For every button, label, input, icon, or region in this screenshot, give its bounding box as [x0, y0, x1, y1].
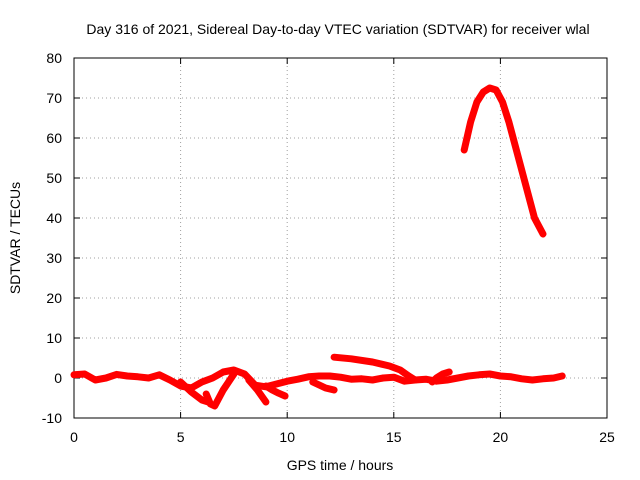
- series-line-dip-11h: [309, 378, 338, 394]
- x-tick-label: 25: [599, 429, 615, 445]
- y-tick-label: -10: [42, 410, 62, 426]
- y-tick-label: 60: [46, 130, 62, 146]
- series-line-dip-5h: [177, 378, 212, 406]
- x-tick-label: 15: [386, 429, 402, 445]
- series-line-bump-12h: [330, 353, 419, 384]
- series-line-dip-9h: [262, 382, 289, 400]
- y-axis-label: SDTVAR / TECUs: [7, 182, 23, 294]
- x-tick-label: 0: [70, 429, 78, 445]
- x-axis-label: GPS time / hours: [287, 457, 394, 473]
- series-line-main: [70, 366, 566, 392]
- series-line-dip-8h: [245, 376, 270, 406]
- data-series: [70, 84, 566, 410]
- series-line-dip-6h: [202, 370, 238, 410]
- axis-ticks: 0 5 10 15 20 25 -10 0 10 20 30 40 50 60 70 80: [42, 50, 615, 445]
- y-tick-label: 20: [46, 290, 62, 306]
- y-tick-label: 50: [46, 170, 62, 186]
- y-tick-label: 80: [46, 50, 62, 66]
- series-line-rise-17h: [428, 368, 453, 386]
- x-tick-label: 20: [493, 429, 509, 445]
- y-tick-label: 30: [46, 250, 62, 266]
- y-tick-label: 10: [46, 330, 62, 346]
- x-tick-label: 10: [279, 429, 295, 445]
- chart-title: Day 316 of 2021, Sidereal Day-to-day VTE…: [86, 21, 589, 37]
- x-tick-label: 5: [177, 429, 185, 445]
- y-tick-label: 40: [46, 210, 62, 226]
- y-tick-label: 70: [46, 90, 62, 106]
- series-line-arc-evening: [460, 84, 547, 238]
- y-tick-label: 0: [54, 370, 62, 386]
- plot-frame: [73, 57, 608, 419]
